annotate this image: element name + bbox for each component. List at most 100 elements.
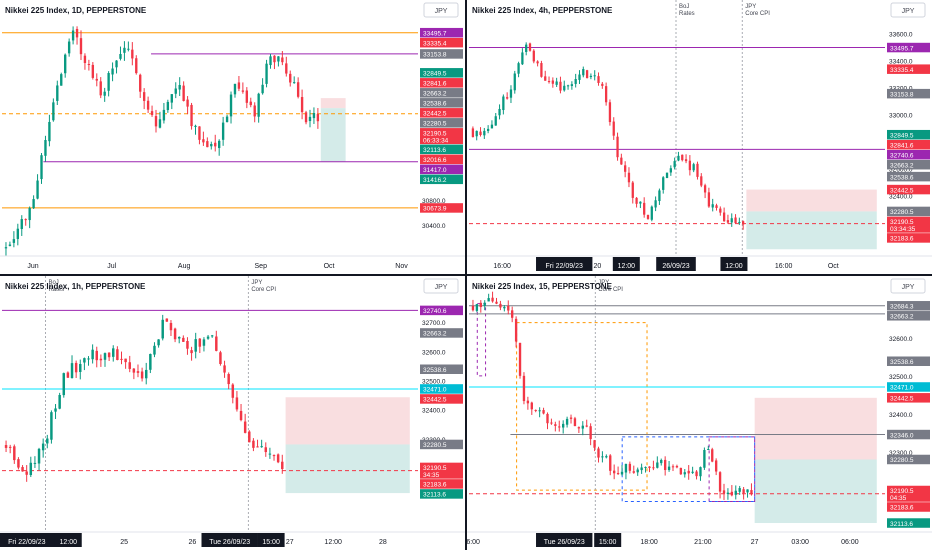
candle-body <box>604 86 608 103</box>
candle-body <box>142 92 146 101</box>
x-tick-label: Sep <box>255 263 268 270</box>
candle-body <box>107 352 111 358</box>
candle-body <box>225 116 229 123</box>
price-label-text: 32442.5 <box>423 397 447 404</box>
price-label <box>420 174 463 185</box>
price-label <box>420 305 463 316</box>
currency-button <box>890 278 926 294</box>
candle-body <box>153 345 156 355</box>
candle-body <box>237 82 241 89</box>
candle-body <box>715 205 718 208</box>
candle-body <box>29 462 33 476</box>
chart-panel-15m[interactable]: JPY Core CPI Nikkei 225 Index, 15, PEPPERS… <box>467 276 932 550</box>
currency-label: JPY <box>435 284 448 291</box>
price-label <box>420 108 463 118</box>
x-tick-label: Nov <box>395 263 408 270</box>
candle-body <box>79 38 83 55</box>
candle-body <box>730 218 733 223</box>
event-label: Rates <box>48 287 64 293</box>
price-label-text: 32663.2 <box>890 162 914 169</box>
chart-panel-1h[interactable]: BoJ Rates JPY Core CPI Nikkei 225 Index, 1h,… <box>0 276 465 550</box>
y-tick-label: 32500.0 <box>422 378 446 385</box>
candle-body <box>490 124 494 129</box>
candle-body <box>555 81 558 85</box>
y-tick-label: 32400.0 <box>422 408 446 415</box>
annotation-box <box>516 322 648 491</box>
x-tick-label: 06:00 <box>841 539 859 546</box>
candle-body <box>308 116 312 122</box>
candle-body <box>174 88 177 94</box>
risk-zone <box>746 189 877 212</box>
cursor-time-text: 12:00 <box>725 263 743 270</box>
horizontal-divider[interactable] <box>0 274 932 276</box>
chart-svg: Nikkei 225 Index, 1D, PEPPERSTONE JPY 3040… <box>0 0 465 274</box>
candle-body <box>601 83 604 86</box>
candle-body <box>660 459 663 464</box>
candle-body <box>260 446 263 448</box>
y-tick-label: 33400.0 <box>889 58 913 65</box>
candle-body <box>671 466 675 468</box>
candle-body <box>730 491 734 496</box>
y-tick-label: 30400.0 <box>422 223 446 230</box>
price-label-text: 32538.6 <box>423 101 447 108</box>
candle-body <box>58 394 61 409</box>
candle-body <box>726 220 730 223</box>
candle-body <box>707 448 710 450</box>
candle-body <box>33 462 37 464</box>
candle-body <box>471 128 475 138</box>
candle-body <box>521 52 524 65</box>
candle-body <box>620 471 624 475</box>
event-label: JPY <box>598 280 609 286</box>
price-label <box>420 78 463 88</box>
candle-body <box>565 418 569 425</box>
price-label-text: 33495.7 <box>890 45 914 52</box>
candle-body <box>32 199 35 209</box>
x-tick-label: 27 <box>751 539 759 546</box>
price-label-text: 30673.9 <box>423 206 447 213</box>
candle-body <box>593 75 596 77</box>
candle-body <box>198 126 201 140</box>
price-label <box>887 184 930 195</box>
candle-body <box>36 180 39 199</box>
candle-body <box>569 417 573 419</box>
candle-body <box>479 302 482 308</box>
chart-panel-4h[interactable]: BoJ Rates JPY Core CPI Nikkei 225 Index, 4h,… <box>467 0 932 274</box>
price-label <box>887 393 930 403</box>
y-tick-label: 32600.0 <box>422 349 446 356</box>
candle-body <box>526 400 530 404</box>
chart-panel-1d[interactable]: Nikkei 225 Index, 1D, PEPPERSTONE JPY 3040… <box>0 0 465 274</box>
candle-body <box>221 122 225 140</box>
candle-body <box>17 459 20 468</box>
candle-body <box>658 190 661 202</box>
candle-body <box>52 102 55 121</box>
x-tick-label: 12:00 <box>324 539 342 546</box>
price-label-text: 32190.5 <box>423 465 447 472</box>
candle-body <box>60 74 63 86</box>
price-label <box>420 364 463 374</box>
x-tick-label: Aug <box>178 263 191 270</box>
candle-body <box>316 114 320 122</box>
candle-body <box>178 84 181 90</box>
candle-body <box>296 82 300 97</box>
candle-body <box>696 163 699 177</box>
candle-body <box>103 91 106 96</box>
cursor-time-label <box>54 533 82 547</box>
candle-body <box>722 212 726 222</box>
candle-body <box>265 63 268 84</box>
candle-body <box>182 337 185 342</box>
price-label <box>887 139 930 150</box>
candle-body <box>695 471 698 477</box>
candle-body <box>538 410 541 412</box>
x-tick-label: 20 <box>593 263 601 270</box>
candle-body <box>202 139 205 143</box>
price-label-text: 32538.6 <box>890 359 914 366</box>
candle-body <box>91 64 95 78</box>
risk-zone <box>320 98 346 109</box>
price-label <box>887 382 930 392</box>
candle-body <box>498 108 501 116</box>
currency-label: JPY <box>902 8 915 15</box>
price-label <box>887 485 930 502</box>
